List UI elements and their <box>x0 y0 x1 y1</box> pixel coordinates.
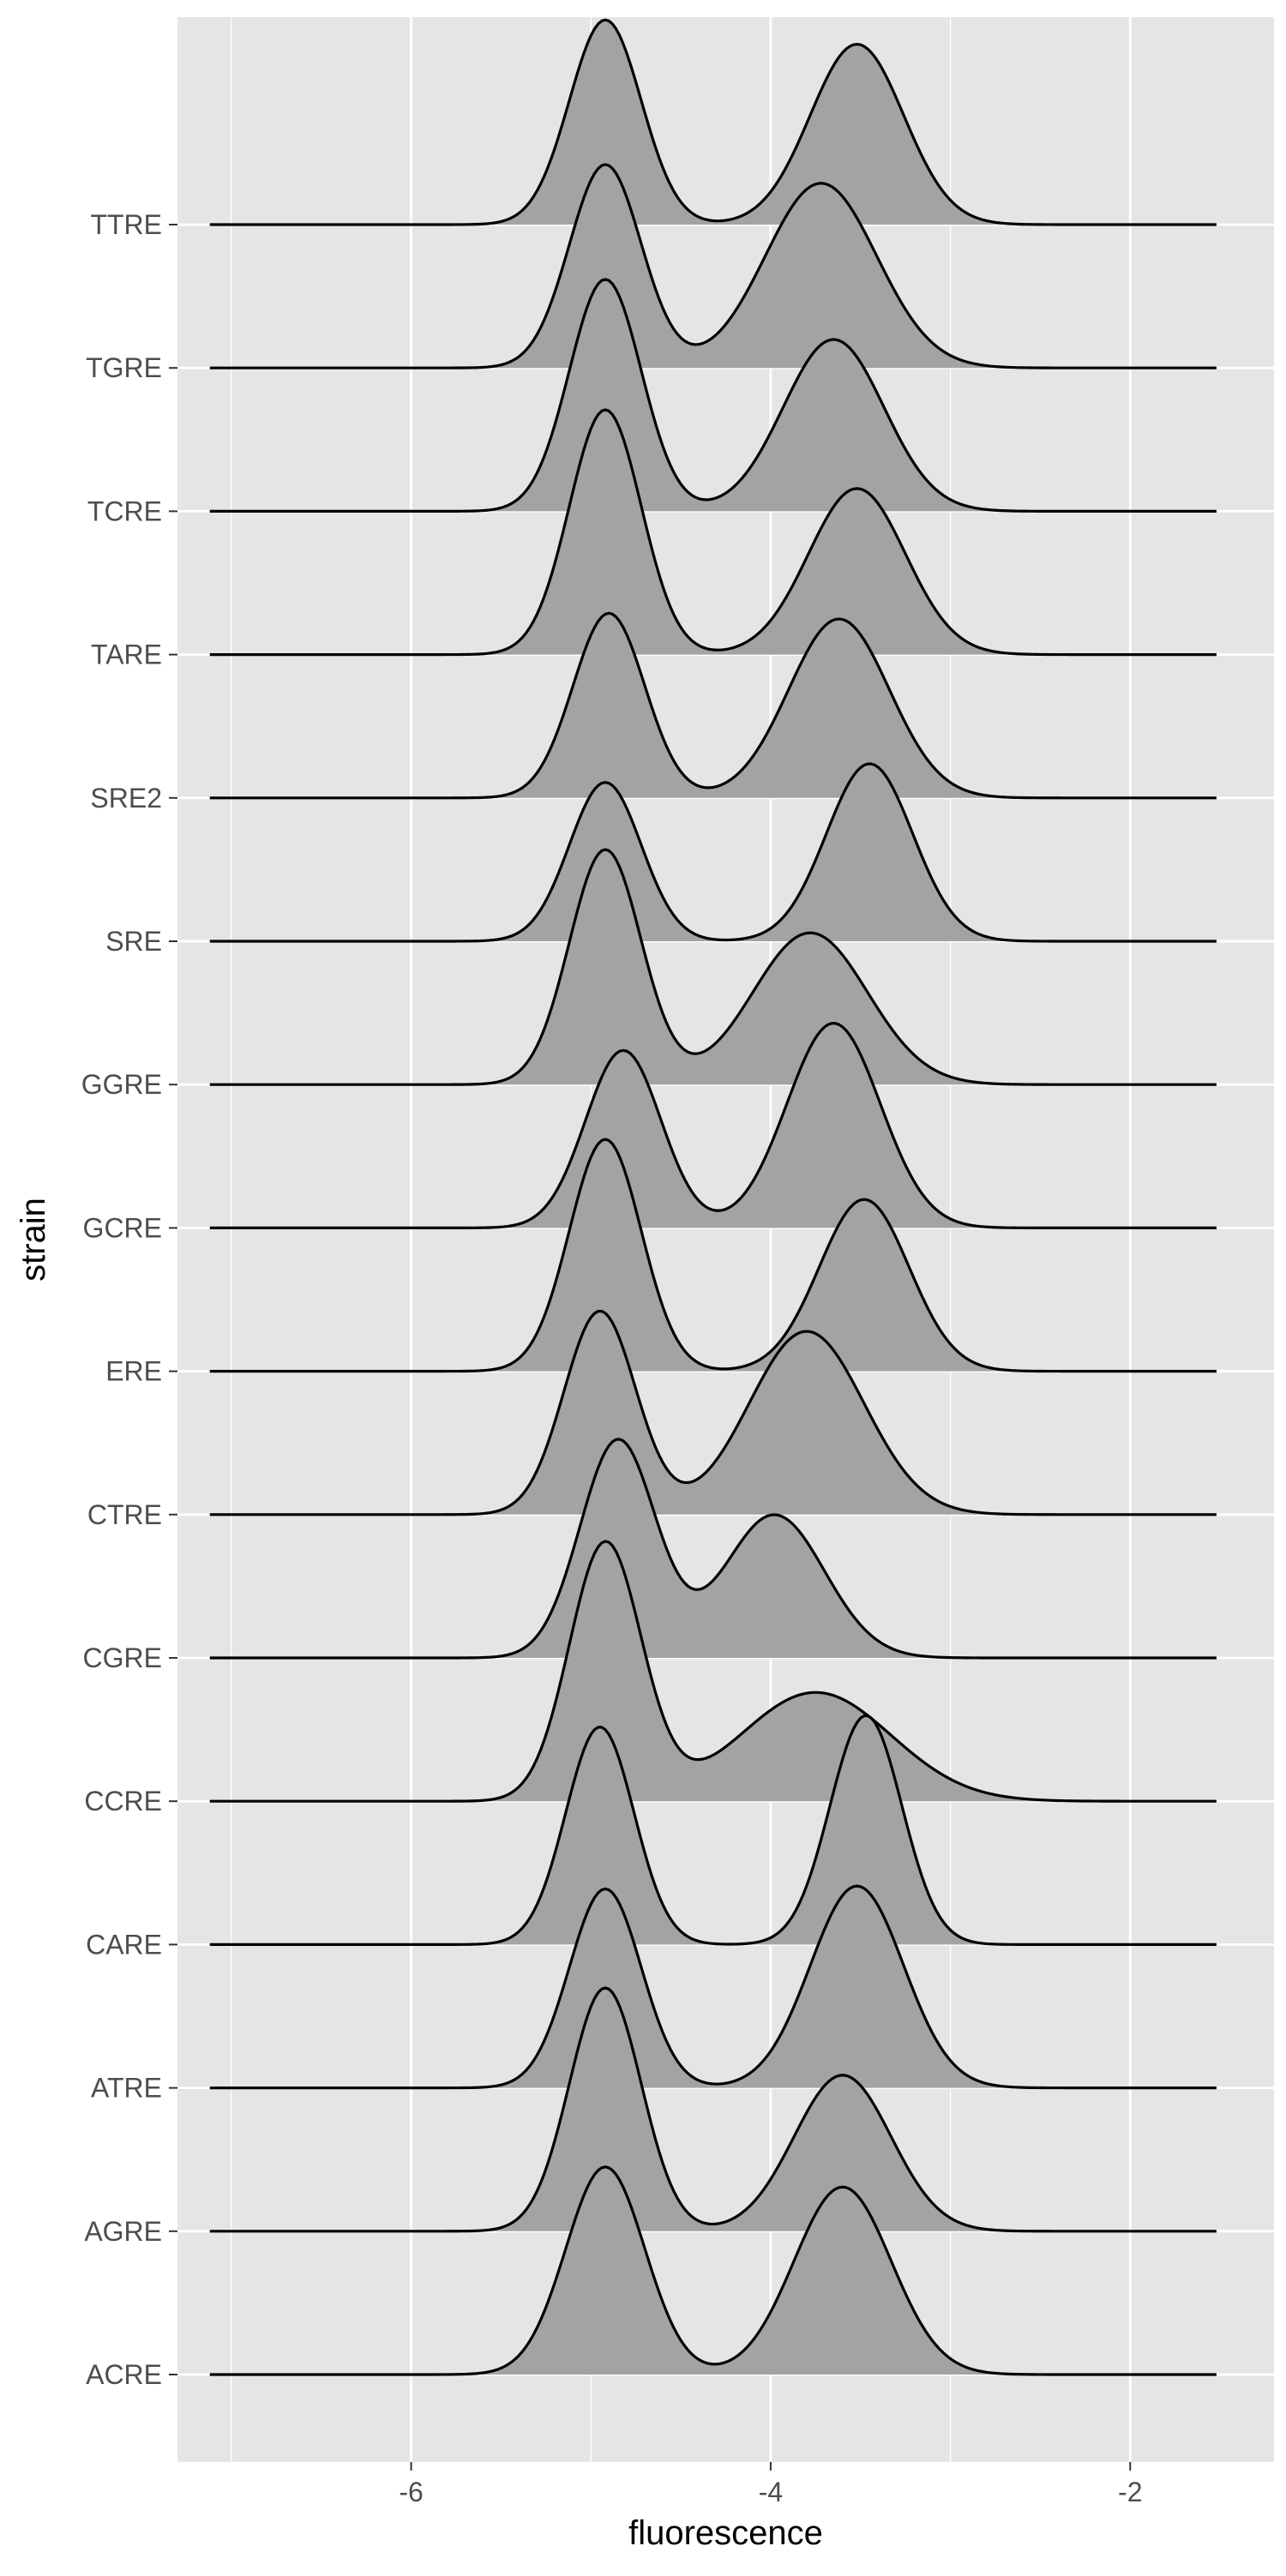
ridge-TGRE <box>209 163 1217 369</box>
ridge-line <box>209 2165 1217 2376</box>
ridge-line <box>209 1309 1217 1516</box>
y-tick-label: GCRE <box>83 1212 162 1243</box>
ridge-TARE <box>209 408 1217 657</box>
y-tick-label: SRE2 <box>90 783 162 814</box>
x-tick-label: -6 <box>399 2477 423 2507</box>
ridge-line <box>209 1438 1217 1660</box>
y-axis-title: strain <box>15 1198 52 1282</box>
ridge-TTRE <box>209 18 1217 226</box>
y-tick-label: TCRE <box>87 495 162 526</box>
ridge-line <box>209 611 1217 800</box>
y-tick-label: AGRE <box>84 2216 162 2247</box>
x-tick-label: -4 <box>759 2477 783 2507</box>
y-tick-label: TTRE <box>90 209 162 240</box>
ridge-line <box>209 1540 1217 1803</box>
ridge-CCRE <box>209 1540 1217 1803</box>
y-tick-label: ATRE <box>91 2073 162 2104</box>
ridge-line <box>209 848 1217 1086</box>
ridge-CARE <box>209 1714 1217 1946</box>
ridge-line <box>209 762 1217 943</box>
ridge-line <box>209 1714 1217 1946</box>
ridge-area <box>209 1311 1217 1515</box>
ridge-GGRE <box>209 848 1217 1086</box>
y-tick-label: CCRE <box>84 1786 162 1816</box>
ridge-line <box>209 18 1217 226</box>
ridge-CGRE <box>209 1438 1217 1660</box>
y-tick-label: CTRE <box>87 1499 162 1530</box>
ridge-area <box>209 1438 1217 1658</box>
plot-panel <box>177 17 1274 2462</box>
ridge-CTRE <box>209 1309 1217 1516</box>
y-tick-label: GGRE <box>81 1069 162 1100</box>
x-axis-title: fluorescence <box>628 2514 823 2552</box>
ridge-GCRE <box>209 1022 1217 1229</box>
y-tick-label: ACRE <box>86 2359 162 2390</box>
ridge-TCRE <box>209 278 1217 513</box>
ridge-line <box>209 1986 1217 2233</box>
ridge-line <box>209 1022 1217 1229</box>
ridge-line <box>209 1138 1217 1373</box>
y-tick-label: CGRE <box>83 1642 162 1673</box>
ridges <box>209 18 1217 2376</box>
ridge-line <box>209 278 1217 513</box>
ridge-line <box>209 408 1217 657</box>
y-tick-label: TARE <box>91 639 162 670</box>
ridge-ERE <box>209 1138 1217 1373</box>
ridge-line <box>209 163 1217 369</box>
ridge-line <box>209 1884 1217 2090</box>
ridge-SRE <box>209 762 1217 943</box>
ridge-AGRE <box>209 1986 1217 2233</box>
y-tick-label: ERE <box>105 1356 162 1387</box>
ridge-SRE2 <box>209 611 1217 800</box>
ridge-ACRE <box>209 2165 1217 2376</box>
y-tick-label: CARE <box>86 1929 162 1960</box>
x-tick-label: -2 <box>1118 2477 1142 2507</box>
ridge-ATRE <box>209 1884 1217 2090</box>
y-axis-ticks: ACRE AGRE ATRE CARE CCRE CGRE CTRE ERE GCRE GGRE S… <box>81 209 177 2390</box>
x-axis-ticks: -6 -4 -2 <box>399 2462 1142 2507</box>
y-tick-label: TGRE <box>86 352 162 383</box>
y-tick-label: SRE <box>105 926 162 957</box>
